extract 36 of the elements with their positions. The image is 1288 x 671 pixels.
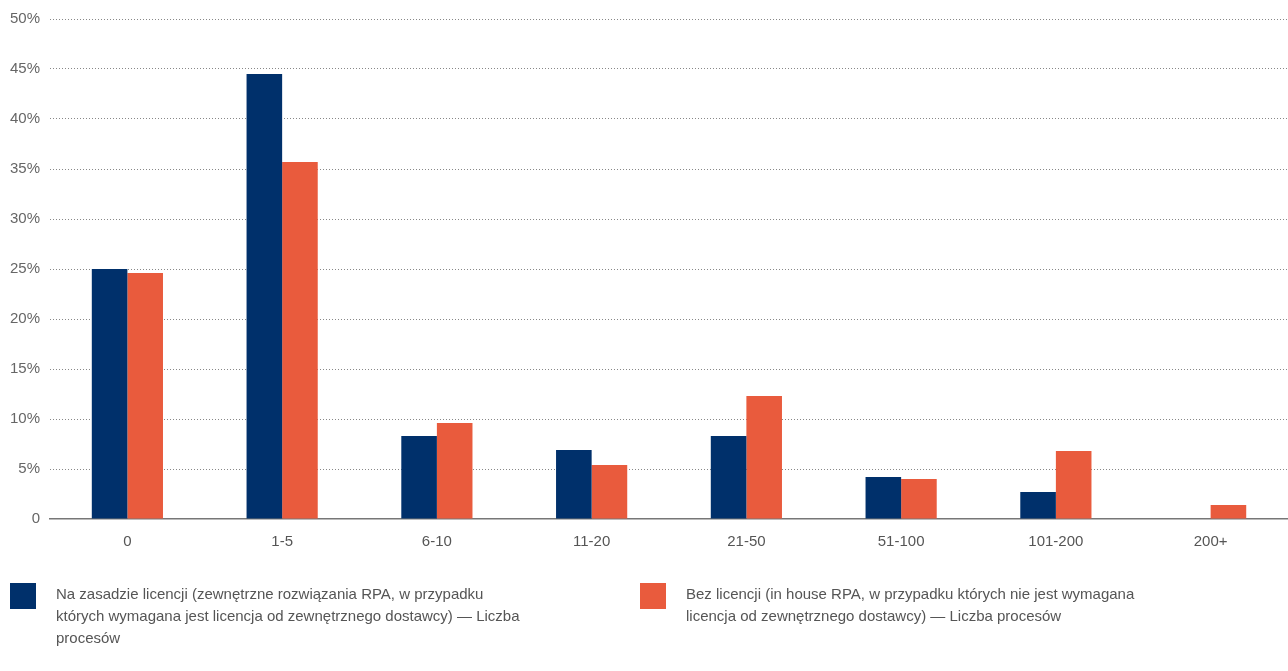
- legend-label: Bez licencji (in house RPA, w przypadku których nie jest wymagana licencja od zewnętrznego dostawcy) — Liczba procesów: [686, 584, 1136, 626]
- y-tick-label: 40%: [9, 109, 41, 127]
- x-tick-label: 21-50: [727, 532, 766, 550]
- bar: [436, 423, 473, 519]
- bar: [127, 273, 163, 519]
- bar: [1210, 505, 1247, 519]
- x-tick-label: 51-100: [877, 532, 925, 550]
- bar: [710, 436, 747, 519]
- y-tick-label: 35%: [9, 159, 41, 177]
- bar: [556, 450, 592, 519]
- bar: [591, 465, 628, 519]
- y-tick-label: 30%: [9, 209, 41, 227]
- x-tick-label: 200+: [1193, 532, 1228, 550]
- legend-label: Na zasadzie licencji (zewnętrzne rozwiązania RPA, w przypadku których wymagana jest licencja od zewnętrznego dostawcy) — Liczba procesów: [56, 584, 521, 648]
- y-tick-label: 20%: [9, 309, 41, 327]
- y-tick-label: 50%: [9, 9, 41, 27]
- bar: [91, 269, 128, 519]
- x-tick-label: 11-20: [573, 532, 611, 550]
- y-tick-label: 15%: [9, 359, 41, 377]
- bar: [246, 74, 283, 519]
- x-tick-label: 0: [123, 532, 132, 550]
- x-tick-label: 6-10: [421, 532, 452, 550]
- y-tick-label: 45%: [9, 59, 41, 77]
- x-tick-label: 1-5: [271, 532, 293, 550]
- bar: [746, 396, 782, 519]
- bar: [865, 477, 902, 519]
- bar: [282, 162, 318, 519]
- bar: [401, 436, 437, 519]
- y-tick-label: 5%: [18, 459, 41, 477]
- y-tick-label: 0: [31, 509, 41, 527]
- bar: [901, 479, 937, 519]
- y-tick-label: 10%: [9, 409, 41, 427]
- bar: [1020, 492, 1056, 519]
- x-tick-label: 101-200: [1028, 532, 1084, 550]
- y-tick-label: 25%: [9, 259, 41, 277]
- bar: [1055, 451, 1092, 519]
